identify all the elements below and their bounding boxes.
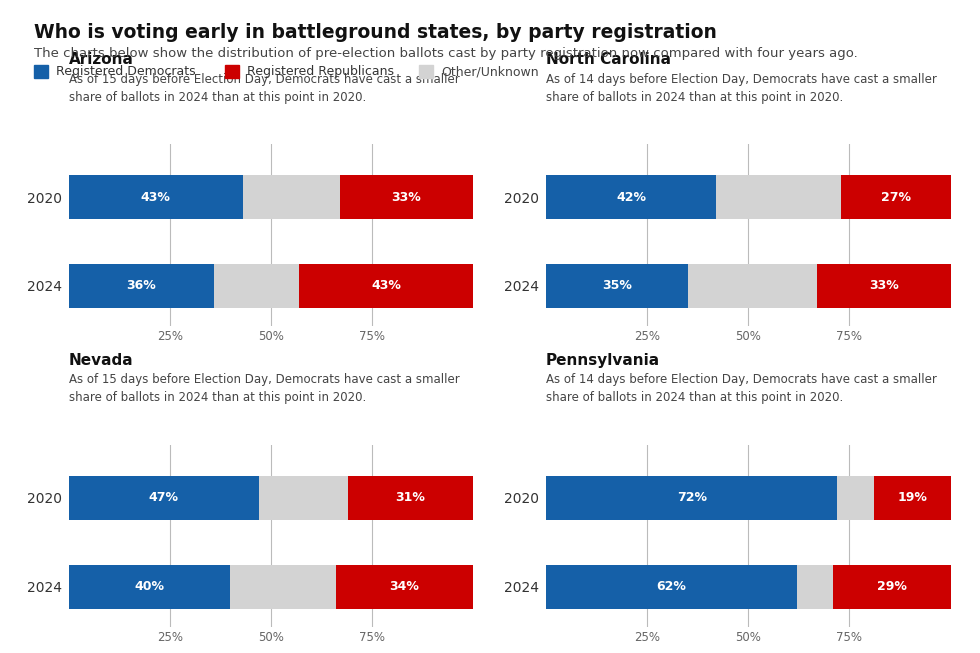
Text: Who is voting early in battleground states, by party registration: Who is voting early in battleground stat…	[34, 23, 717, 42]
Bar	[874, 475, 951, 520]
Bar	[546, 475, 837, 520]
Text: The charts below show the distribution of pre-election ballots cast by party reg: The charts below show the distribution o…	[34, 47, 858, 60]
Text: 62%: 62%	[657, 581, 686, 594]
Bar	[340, 175, 473, 219]
Text: North Carolina: North Carolina	[546, 52, 671, 67]
Text: 19%: 19%	[898, 492, 927, 504]
Text: 33%: 33%	[392, 191, 421, 204]
Bar	[243, 175, 340, 219]
Bar	[335, 565, 473, 609]
Bar	[546, 264, 688, 308]
Text: Registered Republicans: Registered Republicans	[247, 65, 394, 78]
Bar	[230, 565, 335, 609]
Text: Arizona: Arizona	[69, 52, 133, 67]
Bar	[842, 175, 951, 219]
Text: 40%: 40%	[134, 581, 165, 594]
Text: As of 14 days before Election Day, Democrats have cast a smaller
share of ballot: As of 14 days before Election Day, Democ…	[546, 374, 937, 404]
Text: Other/Unknown: Other/Unknown	[441, 65, 539, 78]
Text: As of 15 days before Election Day, Democrats have cast a smaller
share of ballot: As of 15 days before Election Day, Democ…	[69, 72, 460, 104]
Text: Nevada: Nevada	[69, 353, 133, 368]
Bar	[688, 264, 817, 308]
Text: 33%: 33%	[869, 279, 899, 293]
Text: As of 15 days before Election Day, Democrats have cast a smaller
share of ballot: As of 15 days before Election Day, Democ…	[69, 374, 460, 404]
Text: 29%: 29%	[877, 581, 906, 594]
Bar	[69, 475, 259, 520]
Bar	[546, 565, 797, 609]
Text: 34%: 34%	[389, 581, 419, 594]
Text: 36%: 36%	[126, 279, 156, 293]
Bar	[348, 475, 473, 520]
Bar	[259, 475, 348, 520]
Bar	[716, 175, 842, 219]
Text: As of 14 days before Election Day, Democrats have cast a smaller
share of ballot: As of 14 days before Election Day, Democ…	[546, 72, 937, 104]
Bar	[215, 264, 299, 308]
Bar	[69, 565, 230, 609]
Bar	[69, 175, 243, 219]
Text: 35%: 35%	[602, 279, 632, 293]
Bar	[797, 565, 833, 609]
Text: 47%: 47%	[149, 492, 178, 504]
Text: 43%: 43%	[371, 279, 401, 293]
Text: 43%: 43%	[141, 191, 171, 204]
Bar	[837, 475, 874, 520]
Text: 31%: 31%	[396, 492, 425, 504]
Bar	[69, 264, 215, 308]
Bar	[833, 565, 951, 609]
Bar	[546, 175, 716, 219]
Text: Registered Democrats: Registered Democrats	[56, 65, 195, 78]
Bar	[817, 264, 951, 308]
Text: 27%: 27%	[881, 191, 911, 204]
Text: 72%: 72%	[676, 492, 707, 504]
Bar	[299, 264, 473, 308]
Text: 42%: 42%	[616, 191, 646, 204]
Text: Pennsylvania: Pennsylvania	[546, 353, 661, 368]
